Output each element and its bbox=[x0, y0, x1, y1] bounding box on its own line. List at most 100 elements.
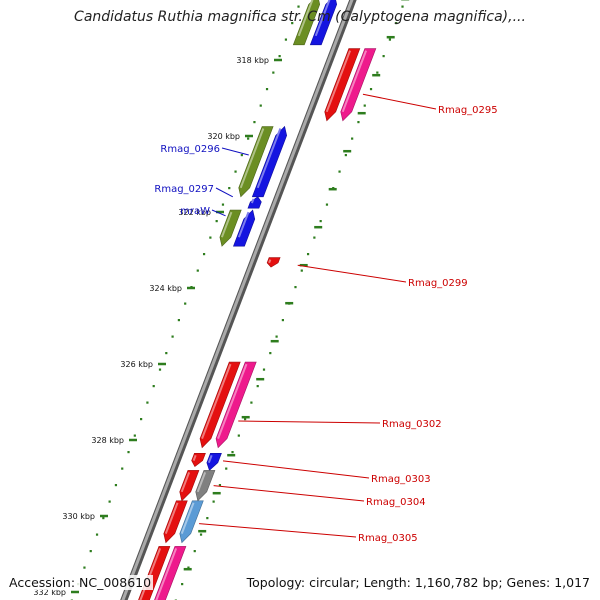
left-dotted-scale-dot bbox=[184, 302, 187, 305]
right-dotted-scale-dot bbox=[325, 203, 329, 206]
left-dotted-scale-dot bbox=[158, 368, 162, 371]
right-dotted-scale-dot bbox=[401, 5, 404, 8]
left-dotted-scale-dot bbox=[234, 170, 237, 173]
left-dotted-scale-dot bbox=[133, 434, 136, 437]
gene-arrow bbox=[163, 500, 188, 544]
topology-text: Topology: circular; Length: 1,160,782 bp… bbox=[244, 575, 592, 590]
gene-highlight bbox=[180, 472, 191, 493]
left-dotted-scale-dot bbox=[165, 352, 168, 355]
gene-highlight bbox=[297, 0, 314, 37]
left-dotted-scale-dot bbox=[114, 484, 118, 487]
scale-tick-label: 322 kbp bbox=[178, 208, 211, 217]
left-dotted-scale-dot bbox=[121, 467, 124, 470]
right-dotted-scale-dot bbox=[376, 71, 379, 74]
gene-highlight bbox=[325, 50, 352, 113]
right-gene-label: Rmag_0299 bbox=[408, 278, 468, 289]
right-label-leader bbox=[222, 460, 370, 479]
gene-arrow bbox=[179, 500, 204, 544]
left-dotted-scale-dot bbox=[247, 137, 250, 140]
right-gene-label: Rmag_0305 bbox=[358, 533, 418, 544]
left-dotted-scale-dot bbox=[221, 203, 225, 206]
gene-arrow bbox=[219, 209, 242, 247]
gene-highlight bbox=[217, 363, 248, 439]
right-dotted-scale-dot bbox=[244, 418, 247, 421]
right-gene-label: Rmag_0303 bbox=[371, 474, 431, 485]
left-dotted-scale-dot bbox=[278, 55, 281, 58]
scale-tick-label: 332 kbp bbox=[33, 588, 66, 597]
right-dotted-scale-dot bbox=[363, 104, 366, 107]
left-gene-label: Rmag_0296 bbox=[160, 144, 220, 155]
left-dotted-scale-dot bbox=[152, 385, 155, 388]
left-dotted-scale-dot bbox=[284, 38, 288, 41]
gene-highlight bbox=[164, 502, 179, 534]
scale-tick-label: 320 kbp bbox=[207, 132, 240, 141]
right-dotted-scale-dot bbox=[300, 269, 303, 272]
left-dotted-scale-dot bbox=[215, 220, 218, 223]
right-dotted-scale-dot bbox=[306, 253, 310, 256]
gene-highlight bbox=[207, 454, 213, 464]
backbone-line bbox=[121, 0, 354, 600]
left-label-leader bbox=[221, 147, 249, 156]
right-label-leader bbox=[213, 485, 365, 502]
right-dotted-scale-dot bbox=[262, 368, 266, 371]
right-label-leader bbox=[199, 523, 357, 538]
left-dotted-scale-dot bbox=[83, 566, 86, 569]
right-dotted-scale-dot bbox=[212, 500, 215, 503]
gene-highlight bbox=[268, 259, 272, 264]
gene-arrow bbox=[238, 126, 274, 198]
left-dotted-scale-dot bbox=[209, 236, 212, 239]
left-gene-label: Rmag_0297 bbox=[154, 184, 214, 195]
right-dotted-scale-dot bbox=[369, 88, 373, 91]
scale-tick-label: 324 kbp bbox=[149, 284, 182, 293]
right-dotted-scale-dot bbox=[395, 22, 398, 25]
left-dotted-scale-dot bbox=[259, 104, 262, 107]
left-dotted-scale-dot bbox=[95, 533, 99, 536]
right-dotted-scale-dot bbox=[344, 154, 347, 157]
gene-highlight bbox=[155, 548, 178, 600]
gene-highlight bbox=[256, 128, 282, 189]
gene-arrow bbox=[324, 48, 361, 122]
right-dotted-scale-dot bbox=[218, 484, 222, 487]
scale-tick-label: 330 kbp bbox=[62, 512, 95, 521]
left-dotted-scale-dot bbox=[127, 451, 130, 454]
right-dotted-scale-dot bbox=[313, 236, 316, 239]
right-dotted-scale-dot bbox=[187, 566, 190, 569]
left-dotted-scale-dot bbox=[89, 550, 92, 553]
left-dotted-scale-dot bbox=[171, 335, 174, 338]
gene-highlight bbox=[220, 211, 233, 238]
right-dotted-scale-dot bbox=[281, 319, 284, 322]
right-dotted-scale-dot bbox=[388, 38, 392, 41]
left-dotted-scale-dot bbox=[146, 401, 149, 404]
gene-arrow bbox=[179, 470, 200, 502]
right-dotted-scale-dot bbox=[338, 170, 341, 173]
left-dotted-scale-dot bbox=[202, 253, 206, 256]
right-dotted-scale-dot bbox=[206, 517, 209, 520]
right-dotted-scale-dot bbox=[269, 352, 272, 355]
right-dotted-scale-dot bbox=[319, 220, 322, 223]
left-dotted-scale-dot bbox=[265, 88, 269, 91]
left-dotted-scale-dot bbox=[177, 319, 180, 322]
right-label-leader bbox=[362, 93, 437, 110]
left-label-leader bbox=[215, 187, 234, 198]
scale-tick-label: 318 kbp bbox=[236, 56, 269, 65]
right-dotted-scale-dot bbox=[294, 286, 297, 289]
gene-arrow bbox=[215, 361, 257, 449]
gene-arrow bbox=[195, 470, 216, 502]
right-dotted-scale-dot bbox=[382, 55, 385, 58]
left-dotted-scale-dot bbox=[140, 418, 143, 421]
left-dotted-scale-dot bbox=[108, 500, 111, 503]
scale-tick-label: 328 kbp bbox=[91, 436, 124, 445]
right-dotted-scale-dot bbox=[351, 137, 354, 140]
gene-highlight bbox=[314, 0, 331, 37]
left-dotted-scale-dot bbox=[291, 22, 294, 25]
gene-highlight bbox=[201, 363, 232, 439]
gene-arrow bbox=[247, 196, 262, 209]
scale-tick-label: 326 kbp bbox=[120, 360, 153, 369]
gene-highlight bbox=[341, 50, 368, 113]
right-dotted-scale-dot bbox=[231, 451, 234, 454]
right-gene-label: Rmag_0304 bbox=[366, 497, 426, 508]
gene-highlight bbox=[239, 128, 265, 189]
right-dotted-scale-dot bbox=[256, 385, 259, 388]
left-dotted-scale-dot bbox=[102, 517, 105, 520]
